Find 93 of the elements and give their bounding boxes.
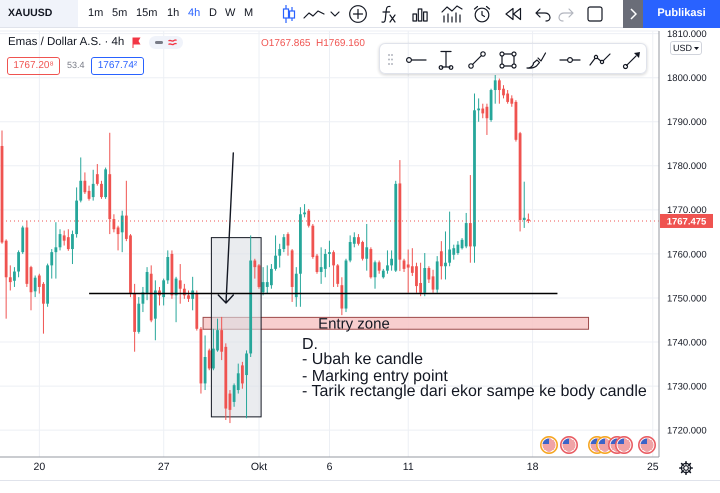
text: 4h [188, 7, 200, 20]
candlestick [419, 262, 422, 297]
candlestick [187, 290, 190, 302]
candlestick [374, 260, 376, 290]
y-tick-label: 1750.000 [667, 293, 707, 304]
x-tick-label: 25 [646, 461, 659, 473]
candlestick [146, 266, 148, 301]
candlestick [481, 103, 484, 119]
candlestick [162, 278, 166, 306]
currency-select: USD [670, 41, 702, 55]
candlestick [54, 222, 58, 280]
candlestick [340, 276, 344, 316]
chart-title: Emas / Dollar A.S. · 4h [8, 36, 124, 50]
ref-line-label: 1767.475 [666, 216, 708, 228]
candlestick [456, 240, 460, 256]
candlestick [361, 240, 364, 262]
candlestick [88, 185, 90, 202]
y-tick-label: 1760.000 [667, 249, 707, 260]
candlestick [34, 275, 37, 298]
candlestick [58, 228, 62, 251]
candlestick [477, 98, 480, 122]
candlestick [100, 180, 103, 200]
candlestick [258, 264, 260, 290]
y-tick-label: 1740.000 [667, 337, 707, 348]
text: W [225, 7, 236, 20]
candlestick [240, 361, 244, 390]
candlestick [96, 164, 99, 186]
y-tick-label: 1730.000 [667, 381, 707, 392]
annotation: 1767.20⁸ [13, 60, 54, 72]
y-tick-label: 1770.000 [667, 205, 707, 216]
y-tick-label: 1800.000 [667, 73, 707, 84]
y-tick-label: 1720.000 [667, 426, 707, 436]
candlestick [13, 266, 16, 288]
publish-button: Publikasi [643, 0, 720, 28]
annotation: D. [302, 336, 318, 353]
candlestick [365, 223, 368, 272]
candlestick [332, 250, 335, 288]
text: 1m [88, 7, 104, 20]
candlestick [432, 269, 434, 294]
candlestick [328, 240, 331, 268]
candlestick [174, 276, 178, 323]
text: 1h [167, 7, 180, 20]
text: M [244, 7, 254, 20]
band-label: Entry zone [318, 316, 390, 333]
candlestick [66, 228, 70, 252]
candlestick [506, 90, 510, 104]
candlestick [402, 258, 406, 272]
candlestick [245, 350, 248, 419]
x-tick-label: Okt [250, 461, 268, 473]
annotation: H1769.160 [316, 38, 365, 50]
x-tick-label: 20 [34, 461, 46, 473]
annotation: O1767.865 [261, 38, 310, 50]
candlestick [212, 328, 215, 371]
price-field: 1767.20⁸ [7, 57, 60, 75]
candlestick [166, 250, 170, 284]
candlestick [386, 250, 389, 274]
candlestick [266, 264, 269, 294]
annotation: - Marking entry point [302, 368, 448, 384]
candlestick [303, 204, 306, 218]
text: 5m [112, 7, 128, 20]
x-tick-label: 11 [402, 461, 414, 473]
candlestick [262, 266, 265, 296]
y-tick-label: 1790.000 [667, 117, 707, 128]
candlestick [320, 246, 323, 284]
price-field: 1767.74² [91, 57, 144, 75]
candlestick [415, 262, 418, 294]
y-tick-label: 1780.000 [667, 161, 707, 172]
candlestick [286, 232, 290, 256]
candlestick [270, 264, 273, 290]
text: D [209, 7, 217, 20]
candlestick [444, 230, 447, 280]
candlestick [452, 244, 456, 260]
candlestick [17, 250, 20, 278]
x-tick-label: 27 [158, 461, 170, 473]
text: 15m [136, 7, 158, 20]
annotation: 1767.74² [98, 60, 138, 72]
candlestick [502, 84, 505, 99]
candlestick [486, 103, 488, 136]
x-tick-label: 18 [526, 461, 539, 473]
annotation: - Tarik rectangle dari ekor sampe ke body candle [302, 383, 647, 400]
candlestick [50, 248, 54, 280]
candlestick [498, 78, 501, 104]
y-tick-label: 1810.000 [667, 29, 707, 40]
annotation: 53.4 [67, 60, 85, 71]
candlestick [448, 211, 452, 267]
candlestick [274, 234, 277, 272]
candlestick [382, 268, 385, 280]
x-tick-label: 6 [326, 461, 333, 473]
annotation: - Ubah ke candle [302, 351, 423, 368]
candlestick [71, 230, 74, 265]
candlestick [464, 212, 468, 249]
candlestick [282, 234, 286, 253]
text: XAUUSD [8, 7, 52, 20]
